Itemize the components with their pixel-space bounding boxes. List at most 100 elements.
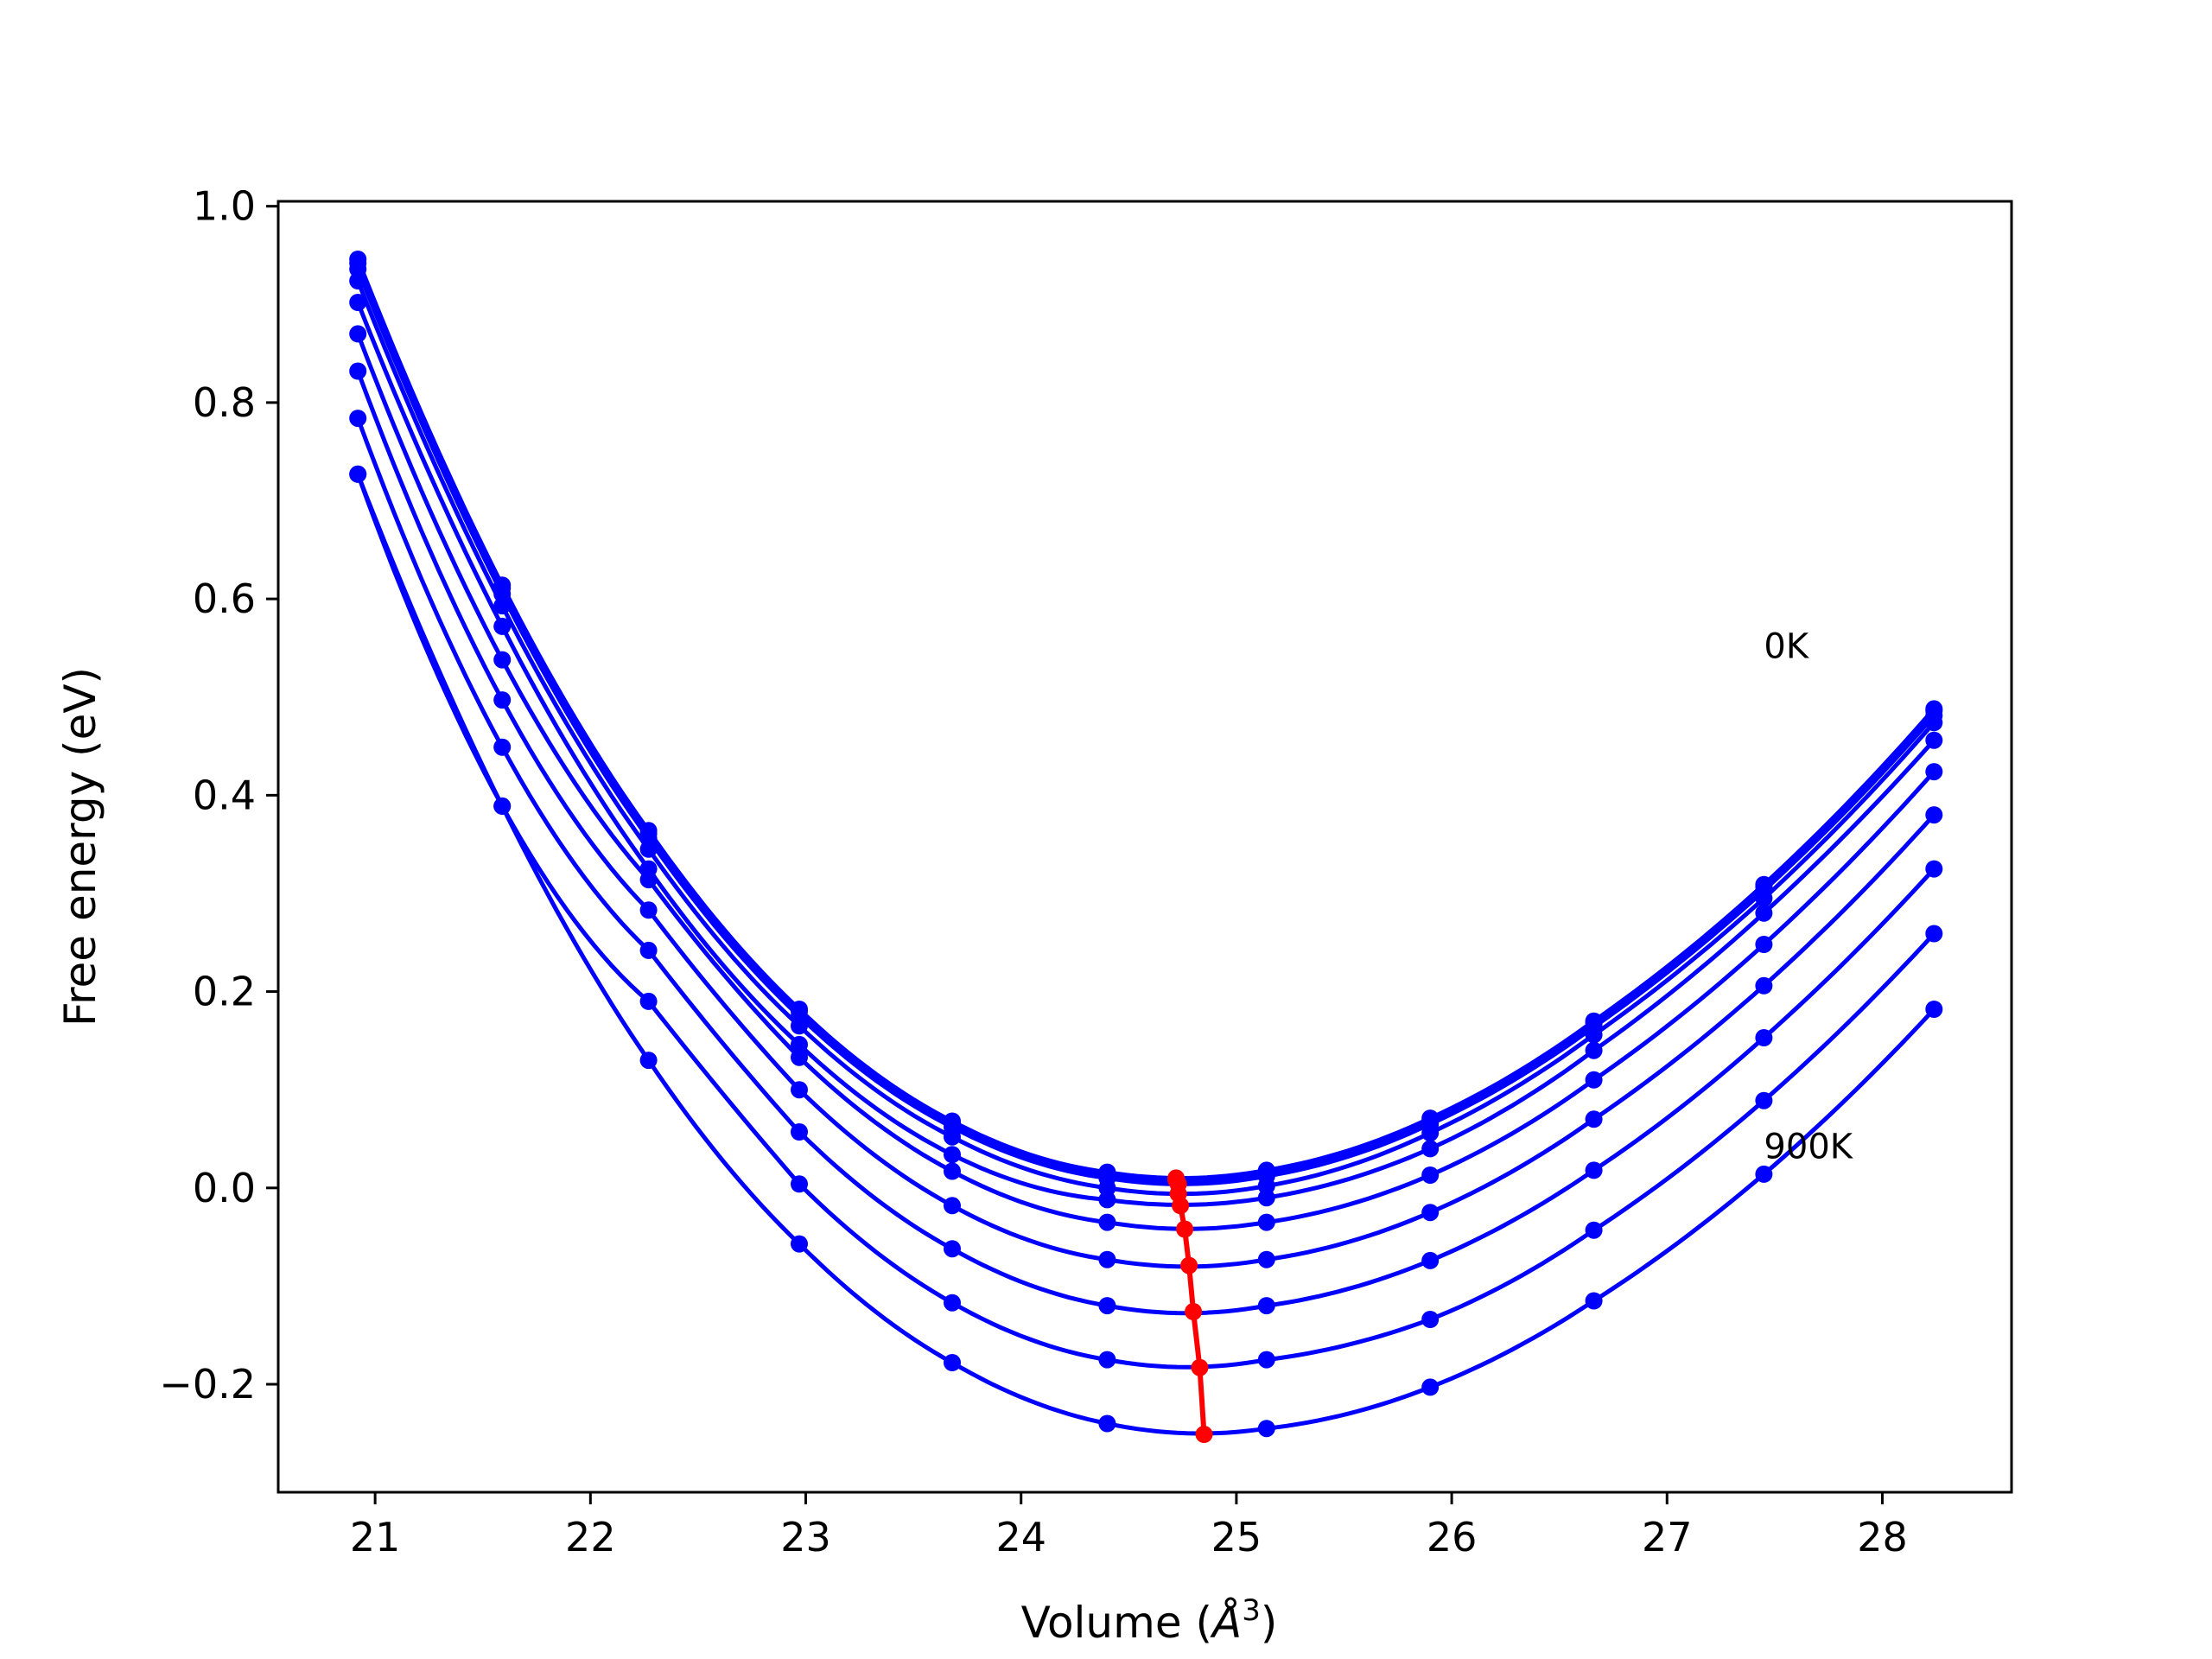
data-point-s5-10: [1925, 763, 1943, 781]
x-tick-label-5: 26: [1427, 1514, 1478, 1560]
minimum-point-8: [1191, 1358, 1209, 1376]
data-point-s3-3: [791, 1017, 808, 1035]
data-point-s6-9: [1755, 976, 1773, 995]
data-point-s9-1: [493, 797, 512, 815]
x-tick-label-1: 22: [565, 1514, 616, 1560]
data-point-s7-8: [1585, 1161, 1603, 1179]
data-point-s3-8: [1585, 1026, 1603, 1044]
data-point-s9-8: [1585, 1292, 1603, 1310]
data-point-s4-1: [493, 617, 512, 635]
x-axis-label-close: ): [1261, 1598, 1278, 1648]
data-point-s7-5: [1098, 1297, 1116, 1315]
data-point-s5-2: [639, 871, 658, 889]
y-tick-label-4: 0.6: [193, 575, 256, 622]
data-point-s4-6: [1257, 1189, 1275, 1207]
y-tick-label-0: −0.2: [159, 1361, 256, 1408]
x-axis-ticks: 21 22 23 24 25 26 27 28: [350, 1492, 1908, 1560]
x-axis-label-text: Volume (: [1021, 1598, 1212, 1648]
y-tick-label-5: 0.8: [193, 379, 256, 426]
curve-series-3: [355, 280, 1936, 1197]
annotation-1: 900K: [1764, 1128, 1853, 1167]
data-point-s7-10: [1925, 860, 1943, 878]
data-point-s3-10: [1925, 714, 1943, 732]
x-axis-label-unit: Å: [1210, 1598, 1242, 1648]
data-point-s4-4: [944, 1146, 961, 1164]
data-point-s5-9: [1755, 936, 1773, 953]
data-point-s6-0: [349, 362, 367, 380]
y-tick-label-2: 0.2: [193, 969, 256, 1015]
data-point-s8-9: [1755, 1091, 1773, 1109]
data-point-s3-9: [1755, 889, 1773, 907]
plot-frame: [276, 200, 2013, 1494]
free-energy-points: [349, 251, 1943, 1438]
curve-series-6: [355, 370, 1936, 1269]
data-point-s6-5: [1098, 1250, 1116, 1268]
data-point-s6-2: [639, 901, 658, 919]
data-point-s7-1: [493, 738, 512, 756]
x-axis-label: Volume (Å3): [1021, 1593, 1278, 1648]
data-point-s7-9: [1755, 1029, 1773, 1046]
data-point-s5-1: [493, 651, 512, 669]
data-point-s4-8: [1585, 1041, 1603, 1059]
minimum-point-4: [1172, 1197, 1190, 1215]
x-tick-label-4: 25: [1211, 1514, 1262, 1560]
free-energy-curves: [355, 258, 1936, 1436]
data-point-s9-7: [1421, 1378, 1440, 1396]
data-point-s8-4: [944, 1294, 961, 1312]
data-point-s9-6: [1257, 1420, 1275, 1438]
minimum-point-6: [1180, 1256, 1198, 1274]
annotations: 0K 900K: [1764, 626, 1853, 1166]
data-point-s9-5: [1098, 1414, 1116, 1433]
data-point-s4-9: [1755, 904, 1773, 922]
curve-series-8: [355, 473, 1936, 1370]
data-point-s8-5: [1098, 1351, 1116, 1369]
data-point-s9-9: [1755, 1165, 1773, 1183]
data-point-s5-8: [1585, 1071, 1603, 1089]
data-point-s6-10: [1925, 806, 1943, 824]
data-point-s5-6: [1257, 1213, 1275, 1231]
data-point-s4-5: [1098, 1191, 1116, 1209]
data-point-s5-5: [1098, 1213, 1116, 1231]
data-point-s3-6: [1257, 1177, 1275, 1195]
data-point-s5-4: [944, 1162, 961, 1180]
data-point-s8-8: [1585, 1221, 1603, 1239]
y-tick-label-6: 1.0: [193, 183, 256, 230]
data-point-s5-7: [1421, 1166, 1440, 1184]
annotation-0: 0K: [1764, 626, 1809, 666]
data-point-s7-4: [944, 1240, 961, 1258]
data-point-s7-2: [639, 941, 658, 959]
minima-line-group: [1167, 1169, 1213, 1443]
data-point-s6-6: [1257, 1250, 1275, 1268]
data-point-s4-3: [791, 1035, 808, 1053]
minimum-point-7: [1185, 1303, 1203, 1320]
data-point-s3-4: [944, 1128, 961, 1146]
data-point-s8-10: [1925, 925, 1943, 943]
data-point-s3-2: [639, 840, 658, 858]
data-point-s8-7: [1421, 1311, 1440, 1328]
data-point-s7-3: [791, 1123, 808, 1141]
data-point-s7-6: [1257, 1297, 1275, 1315]
data-point-s9-10: [1925, 1001, 1943, 1018]
data-point-s8-3: [791, 1175, 808, 1193]
x-tick-label-0: 21: [350, 1514, 401, 1560]
x-axis-label-exponent: 3: [1242, 1593, 1261, 1628]
data-point-s9-3: [791, 1235, 808, 1253]
y-tick-label-3: 0.4: [193, 772, 256, 818]
y-axis-ticks: −0.2 0.0 0.2 0.4 0.6 0.8 1.0: [159, 183, 278, 1408]
data-point-s6-7: [1421, 1204, 1440, 1222]
x-tick-label-2: 23: [780, 1514, 831, 1560]
minimum-point-9: [1195, 1426, 1213, 1443]
data-point-s6-4: [944, 1197, 961, 1215]
y-axis-label: Free energy (eV): [55, 667, 105, 1027]
data-point-s9-2: [639, 1052, 658, 1070]
data-point-s9-0: [349, 465, 367, 483]
data-point-s8-2: [639, 992, 658, 1010]
x-tick-label-7: 28: [1857, 1514, 1908, 1560]
x-tick-label-3: 24: [995, 1514, 1046, 1560]
x-tick-label-6: 27: [1642, 1514, 1693, 1560]
y-tick-label-1: 0.0: [193, 1165, 256, 1211]
data-point-s3-7: [1421, 1124, 1440, 1142]
data-point-s3-1: [493, 597, 512, 615]
data-point-s4-7: [1421, 1140, 1440, 1158]
